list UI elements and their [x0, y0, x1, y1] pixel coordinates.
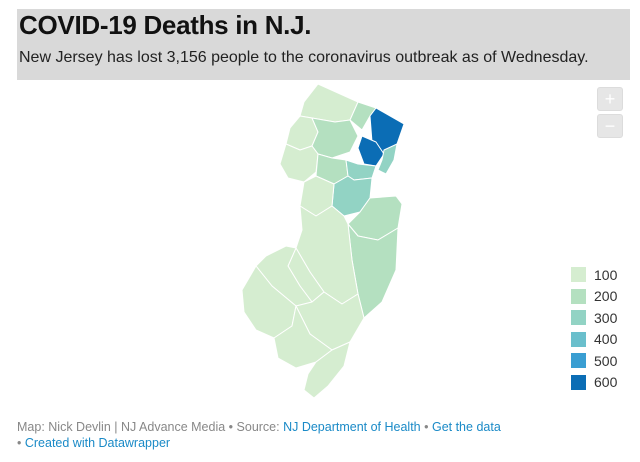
- legend-swatch: [571, 288, 586, 304]
- legend-label: 200: [594, 288, 618, 304]
- county-passaic[interactable]: [349, 101, 377, 131]
- zoom-out-button[interactable]: −: [597, 114, 623, 138]
- source-link[interactable]: NJ Department of Health: [283, 420, 421, 434]
- legend: 100 200 300 400 500 600: [571, 264, 617, 393]
- legend-item: 600: [571, 372, 617, 393]
- legend-swatch: [571, 353, 586, 368]
- county-hunterdon[interactable]: [279, 143, 319, 183]
- header-band: [17, 9, 630, 80]
- legend-item: 400: [571, 329, 617, 350]
- legend-swatch: [571, 331, 586, 347]
- get-data-link[interactable]: Get the data: [431, 420, 501, 434]
- county-cape-may[interactable]: [303, 341, 351, 399]
- legend-label: 300: [594, 309, 618, 326]
- legend-label: 500: [594, 352, 618, 369]
- county-sussex[interactable]: [299, 83, 359, 123]
- county-morris[interactable]: [311, 117, 359, 159]
- legend-label: 100: [594, 266, 618, 283]
- legend-item: 100: [571, 264, 617, 285]
- legend-swatch: [571, 310, 586, 325]
- separator: •: [420, 420, 432, 434]
- legend-swatch: [571, 374, 586, 390]
- legend-label: 400: [594, 331, 618, 347]
- legend-item: 500: [571, 350, 617, 371]
- legend-swatch: [571, 267, 586, 282]
- source-prefix: • Source:: [225, 420, 284, 434]
- legend-label: 600: [594, 374, 618, 390]
- nj-county-map[interactable]: [200, 80, 430, 400]
- zoom-in-button[interactable]: +: [597, 87, 623, 111]
- county-hudson[interactable]: [377, 143, 398, 175]
- separator: •: [17, 436, 25, 450]
- page-subtitle: New Jersey has lost 3,156 people to the …: [19, 49, 589, 66]
- legend-item: 300: [571, 307, 617, 328]
- footer: Map: Nick Devlin | NJ Advance Media • So…: [17, 419, 537, 451]
- legend-item: 200: [571, 286, 617, 307]
- datawrapper-link[interactable]: Created with Datawrapper: [24, 436, 171, 450]
- map-credit: Map: Nick Devlin | NJ Advance Media: [17, 420, 226, 434]
- page-title: COVID-19 Deaths in N.J.: [19, 10, 312, 40]
